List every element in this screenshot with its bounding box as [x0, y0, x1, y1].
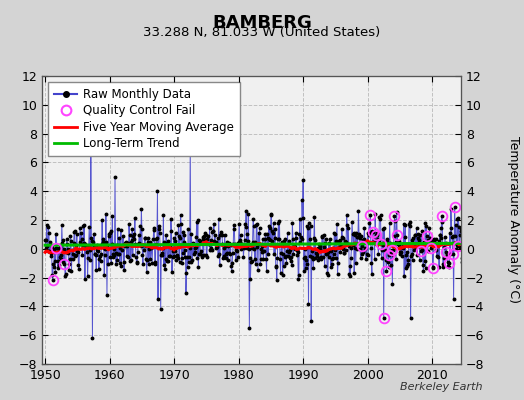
- Text: BAMBERG: BAMBERG: [212, 14, 312, 32]
- Text: Berkeley Earth: Berkeley Earth: [400, 382, 482, 392]
- Legend: Raw Monthly Data, Quality Control Fail, Five Year Moving Average, Long-Term Tren: Raw Monthly Data, Quality Control Fail, …: [48, 82, 240, 156]
- Y-axis label: Temperature Anomaly (°C): Temperature Anomaly (°C): [507, 136, 520, 304]
- Text: 33.288 N, 81.033 W (United States): 33.288 N, 81.033 W (United States): [144, 26, 380, 39]
